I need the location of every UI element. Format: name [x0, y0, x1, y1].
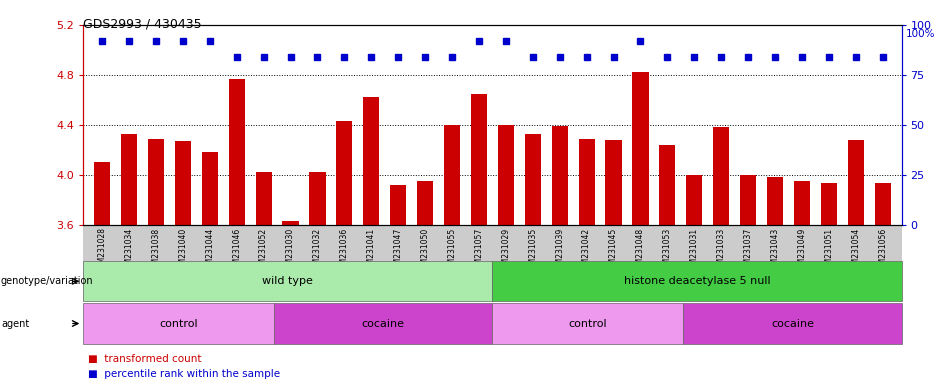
- Bar: [121, 134, 137, 225]
- Bar: [686, 175, 702, 225]
- Text: genotype/variation: genotype/variation: [1, 276, 94, 286]
- Bar: [632, 73, 649, 225]
- Bar: [767, 177, 783, 225]
- Text: ■  percentile rank within the sample: ■ percentile rank within the sample: [88, 369, 280, 379]
- Bar: [309, 172, 325, 225]
- Text: GDS2993 / 430435: GDS2993 / 430435: [83, 17, 201, 30]
- Bar: [229, 79, 245, 225]
- Bar: [498, 125, 514, 225]
- Bar: [848, 140, 864, 225]
- Bar: [336, 121, 353, 225]
- Bar: [255, 172, 272, 225]
- Bar: [390, 185, 406, 225]
- Text: cocaine: cocaine: [361, 318, 405, 329]
- Text: 100%: 100%: [906, 29, 936, 39]
- Bar: [283, 221, 299, 225]
- Bar: [821, 184, 837, 225]
- Bar: [552, 126, 568, 225]
- Bar: [148, 139, 164, 225]
- Bar: [94, 162, 110, 225]
- Bar: [417, 181, 433, 225]
- Bar: [794, 181, 810, 225]
- Bar: [444, 125, 460, 225]
- Bar: [175, 141, 191, 225]
- Bar: [659, 145, 675, 225]
- Bar: [740, 175, 756, 225]
- Text: control: control: [160, 318, 198, 329]
- Text: agent: agent: [1, 318, 29, 329]
- Bar: [579, 139, 595, 225]
- Text: ■  transformed count: ■ transformed count: [88, 354, 201, 364]
- Bar: [201, 152, 218, 225]
- Bar: [605, 140, 622, 225]
- Bar: [713, 127, 729, 225]
- Bar: [363, 98, 379, 225]
- Bar: [471, 94, 487, 225]
- Text: wild type: wild type: [262, 276, 313, 286]
- Text: histone deacetylase 5 null: histone deacetylase 5 null: [623, 276, 770, 286]
- Bar: [875, 184, 891, 225]
- Text: control: control: [569, 318, 607, 329]
- Text: cocaine: cocaine: [771, 318, 814, 329]
- Bar: [525, 134, 541, 225]
